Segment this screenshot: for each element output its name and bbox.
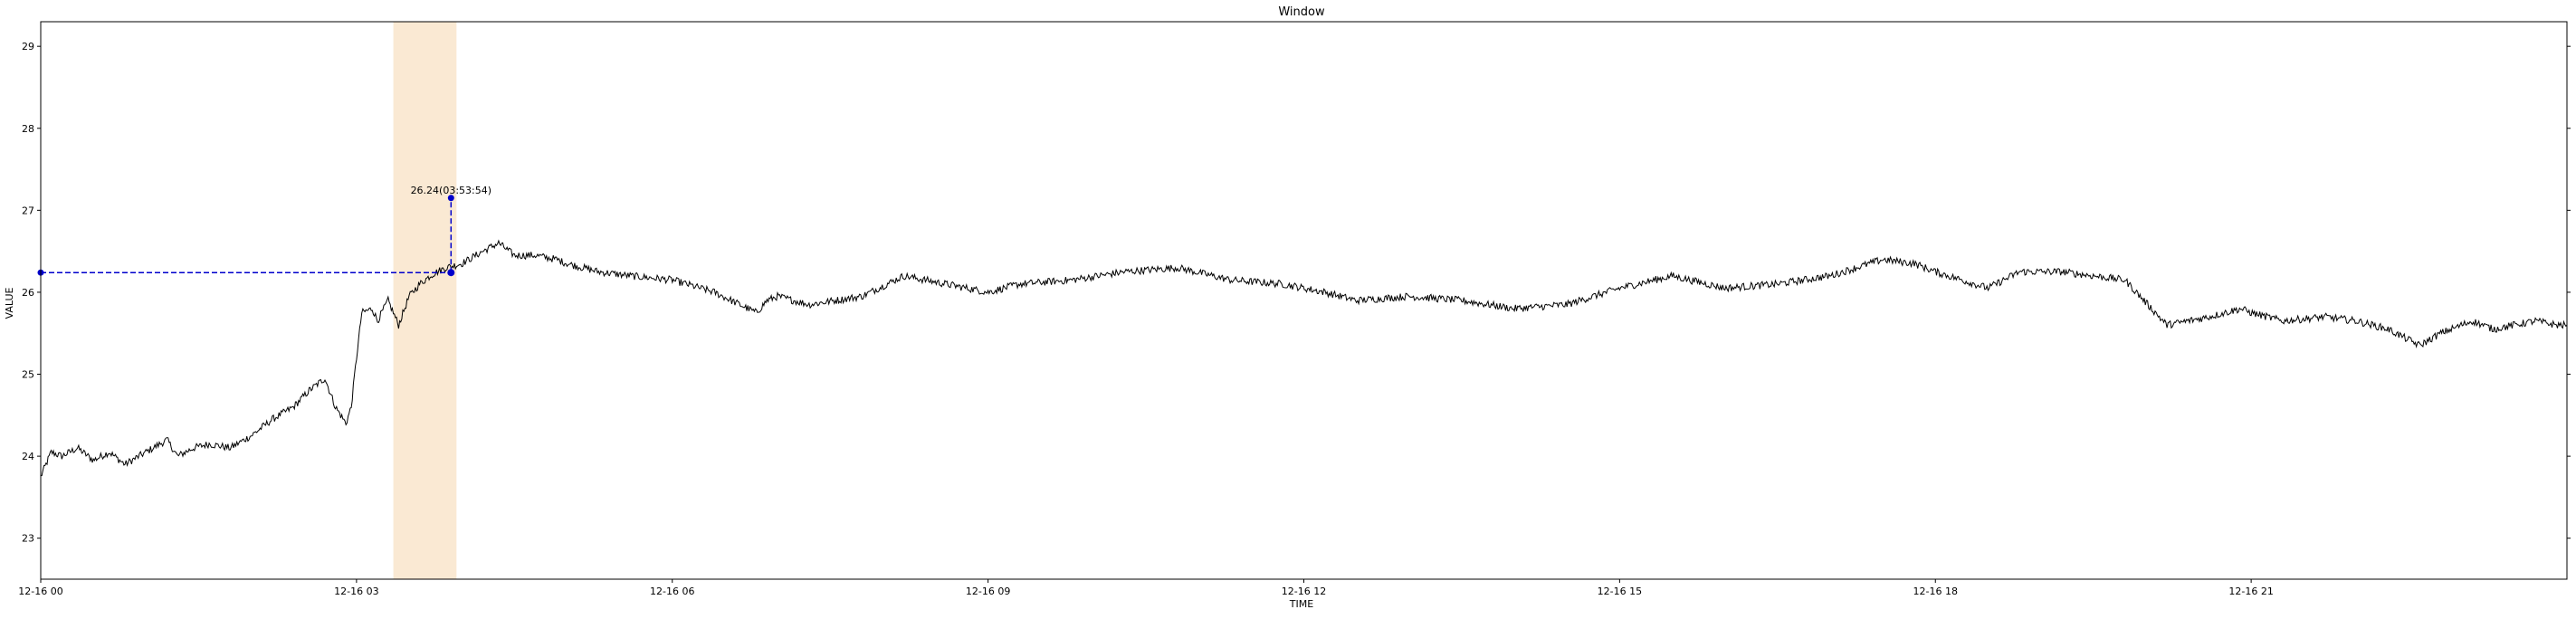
y-tick-label: 29 bbox=[22, 41, 34, 52]
x-axis-label: TIME bbox=[1289, 598, 1313, 610]
x-tick-label: 12-16 18 bbox=[1913, 586, 1958, 597]
x-tick-label: 12-16 03 bbox=[334, 586, 378, 597]
highlight-span bbox=[393, 22, 457, 579]
x-tick-label: 12-16 06 bbox=[650, 586, 694, 597]
x-tick-label: 12-16 15 bbox=[1598, 586, 1642, 597]
y-tick-label: 24 bbox=[22, 451, 34, 462]
y-tick-label: 23 bbox=[22, 533, 34, 545]
y-tick-label: 27 bbox=[22, 205, 34, 216]
x-tick-label: 12-16 12 bbox=[1282, 586, 1326, 597]
marker-label: 26.24(03:53:54) bbox=[411, 185, 491, 196]
marker-point-top bbox=[447, 195, 454, 202]
x-tick-label: 12-16 09 bbox=[966, 586, 1010, 597]
chart-title: Window bbox=[1278, 5, 1325, 19]
plot-area: 26.24(03:53:54) 23 24 25 26 27 28 29 12-16 00 12-… bbox=[18, 21, 2571, 597]
y-tick-label: 26 bbox=[22, 287, 34, 299]
series-line bbox=[40, 239, 2568, 477]
x-tick-label: 12-16 21 bbox=[2228, 586, 2273, 597]
y-axis-label: VALUE bbox=[4, 287, 15, 319]
y-tick-label: 28 bbox=[22, 123, 34, 135]
y-tick-label: 25 bbox=[22, 369, 34, 381]
x-tick-label: 12-16 00 bbox=[18, 586, 62, 597]
marker-point bbox=[447, 269, 455, 277]
